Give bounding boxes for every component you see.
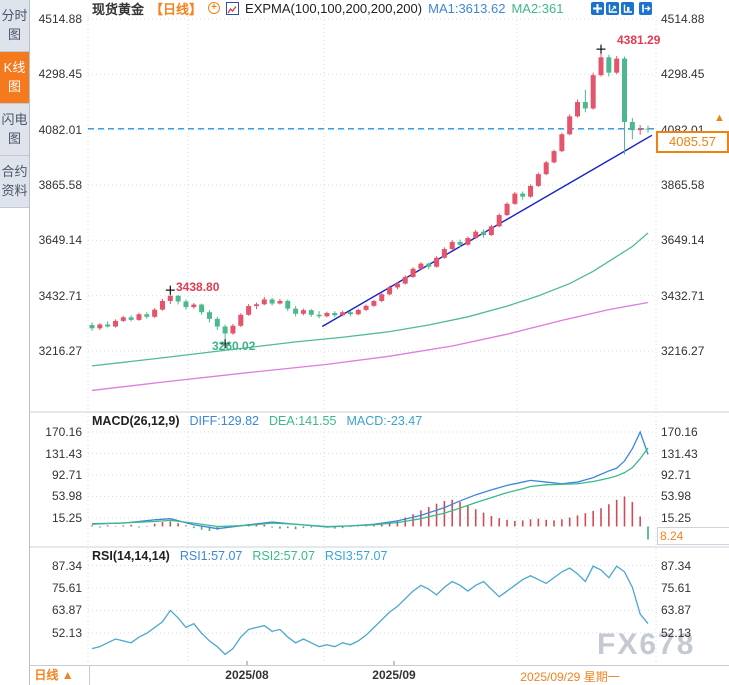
axis-tick-label: 63.87 [51, 603, 82, 618]
peak-price-label: 4381.29 [617, 33, 661, 47]
indicator-settings-icon[interactable]: + [208, 2, 221, 14]
rsi2-value: RSI2:57.07 [252, 549, 315, 563]
macd-axis-right: 170.16 131.43 92.71 53.98 15.25 [661, 0, 729, 685]
date-label-sep: 2025/09 [372, 668, 416, 682]
zigzag-glyph [227, 5, 237, 13]
axis-tick-label: 75.61 [51, 580, 82, 595]
pan-glyph [593, 4, 602, 13]
rsi-title: RSI(14,14,14) [92, 549, 170, 563]
axis-tick-label: 75.61 [661, 580, 692, 595]
axis-tick-label: 3865.58 [661, 177, 705, 192]
site-watermark: FX678 [597, 628, 696, 661]
macd-macd-value: MACD:-23.47 [346, 414, 423, 428]
macd-header: MACD(26,12,9) DIFF:129.82 DEA:141.55 MAC… [92, 414, 422, 428]
period-label: 【日线】 [150, 1, 203, 17]
measure-axis-tool-icon[interactable] [606, 2, 619, 15]
axis-tick-label: 53.98 [51, 489, 82, 504]
axis-tick-label: 92.71 [51, 467, 82, 482]
sidebar-item-3[interactable]: 合约资料 [0, 156, 29, 208]
rsi-axis-left: 87.34 75.61 63.87 52.13 [14, 0, 82, 685]
axis-tick-label: 3865.58 [38, 177, 82, 192]
macd-dea-value: DEA:141.55 [269, 414, 337, 428]
sidebar-item-0[interactable]: 分时图 [0, 0, 29, 52]
collapse-panel-icon[interactable] [639, 2, 652, 15]
pan-tool-icon[interactable] [591, 2, 604, 15]
ma2-value: MA2:361 [511, 0, 564, 16]
axes-glyph [608, 4, 617, 13]
chart-type-sidebar: 分时图 K线图 闪电图 合约资料 [0, 0, 30, 685]
last-price-tag: 4085.57 [656, 131, 729, 153]
rsi1-value: RSI1:57.07 [179, 549, 243, 563]
axis-tick-label: 3216.27 [661, 344, 705, 358]
axis-tick-label: 4514.88 [661, 12, 705, 26]
indicator-label: EXPMA(100,100,200,200,200) [245, 0, 423, 16]
axis-tick-label: 92.71 [661, 467, 692, 482]
axis-tick-label: 170.16 [661, 425, 698, 439]
price-up-arrow-icon: ▲ [714, 112, 725, 124]
axis-tick-label: 4298.45 [661, 67, 705, 82]
swing-low-label: 3260.02 [212, 339, 256, 353]
axis-tick-label: 53.98 [661, 489, 692, 504]
axis-tick-label: 170.16 [45, 425, 82, 439]
indicator-chart-icon[interactable] [226, 1, 240, 15]
zoom-axis-tool-icon[interactable] [621, 2, 634, 15]
symbol-name: 现货黄金 [92, 1, 145, 17]
macd-title: MACD(26,12,9) [92, 414, 180, 428]
sidebar-item-2[interactable]: 闪电图 [0, 104, 29, 156]
axis-tick-label: 52.13 [661, 626, 692, 640]
axes-bar-glyph [623, 4, 632, 13]
axis-tick-label: 15.25 [51, 511, 82, 525]
time-axis-bar: 日线 ▲ 2025/08 2025/09 2025/09/29 星期一 [0, 665, 729, 685]
axis-tick-label: 3432.71 [38, 288, 82, 303]
current-date-label: 2025/09/29 星期一 [508, 668, 632, 685]
macd-axis-left: 170.16 131.43 92.71 53.98 15.25 [14, 0, 82, 685]
chart-toolbar [591, 2, 652, 15]
period-dropdown-arrow-icon: ▲ [61, 668, 74, 682]
sidebar-item-1[interactable]: K线图 [0, 52, 29, 104]
period-selector-label: 日线 [34, 668, 59, 682]
swing-high-label: 3438.80 [176, 280, 220, 294]
rsi-header: RSI(14,14,14) RSI1:57.07 RSI2:57.07 RSI3… [92, 549, 387, 563]
axis-tick-label: 4082.01 [38, 122, 82, 137]
axis-tick-label: 3216.27 [38, 344, 82, 358]
macd-latest-tag: 8.24 [657, 527, 729, 545]
axis-tick-label: 131.43 [45, 446, 82, 461]
axis-tick-label: 3649.14 [38, 233, 82, 248]
date-label-aug: 2025/08 [225, 668, 269, 682]
rsi-axis-right: 87.34 75.61 63.87 52.13 [661, 0, 729, 685]
arrow-out-glyph [642, 4, 651, 13]
period-selector-button[interactable]: 日线 ▲ [18, 665, 90, 685]
main-price-axis-left: 4514.88 4298.45 4082.01 3865.58 3649.14 3432.… [14, 0, 82, 685]
rsi3-value: RSI3:57.07 [324, 549, 388, 563]
axis-tick-label: 3649.14 [661, 233, 705, 248]
macd-diff-value: DIFF:129.82 [189, 414, 260, 428]
axis-tick-label: 63.87 [661, 603, 692, 618]
axis-tick-label: 87.34 [51, 558, 82, 573]
chart-header: 现货黄金 【日线】 + EXPMA(100,100,200,200,200) M… [92, 0, 564, 17]
axis-tick-label: 3432.71 [661, 288, 705, 303]
axis-tick-label: 87.34 [661, 558, 692, 573]
axis-tick-label: 15.25 [661, 511, 692, 525]
axis-tick-label: 4514.88 [38, 12, 82, 26]
axis-tick-label: 131.43 [661, 446, 698, 461]
axis-tick-label: 52.13 [51, 626, 82, 640]
ma1-value: MA1:3613.62 [428, 0, 506, 16]
axis-tick-label: 4298.45 [38, 67, 82, 82]
